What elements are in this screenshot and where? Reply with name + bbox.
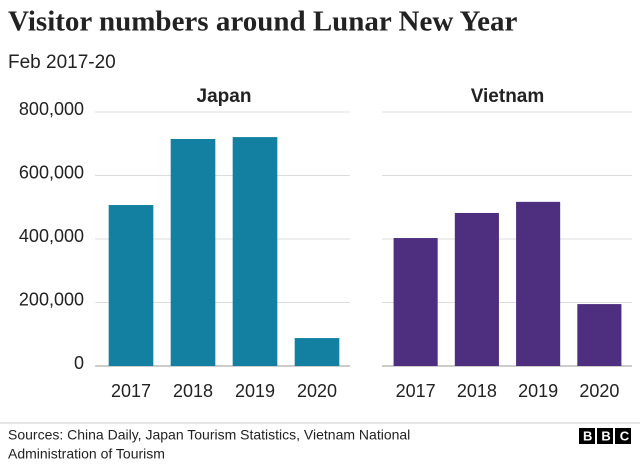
bar	[577, 304, 622, 366]
y-tick-label: 0	[74, 353, 84, 373]
chart-title: Visitor numbers around Lunar New Year	[8, 6, 518, 38]
bar	[516, 201, 561, 366]
logo-box	[597, 428, 613, 444]
bar	[454, 212, 499, 366]
y-tick-label: 200,000	[19, 289, 84, 309]
y-tick-label: 800,000	[19, 99, 84, 119]
bar	[170, 138, 216, 366]
logo-box	[615, 428, 631, 444]
bar	[294, 338, 340, 366]
y-tick-label: 400,000	[19, 226, 84, 246]
x-tick-label: 2019	[518, 381, 558, 401]
source: Sources: China Daily, Japan Tourism Stat…	[8, 427, 410, 443]
y-tick-label: 600,000	[19, 162, 84, 182]
x-tick-label: 2017	[396, 381, 436, 401]
x-tick-label: 2017	[111, 381, 151, 401]
panel-title: Japan	[197, 86, 252, 107]
panel-title: Vietnam	[471, 86, 545, 107]
logo-box	[579, 428, 595, 444]
bar	[232, 137, 278, 366]
source: Administration of Tourism	[8, 446, 165, 462]
bar	[393, 238, 438, 366]
x-tick-label: 2020	[579, 381, 619, 401]
x-tick-label: 2019	[235, 381, 275, 401]
x-tick-label: 2018	[457, 381, 497, 401]
x-tick-label: 2020	[297, 381, 337, 401]
bar	[108, 205, 154, 366]
chart-subtitle: Feb 2017-20	[8, 52, 116, 73]
logo: BBC	[583, 428, 638, 443]
x-tick-label: 2018	[173, 381, 213, 401]
